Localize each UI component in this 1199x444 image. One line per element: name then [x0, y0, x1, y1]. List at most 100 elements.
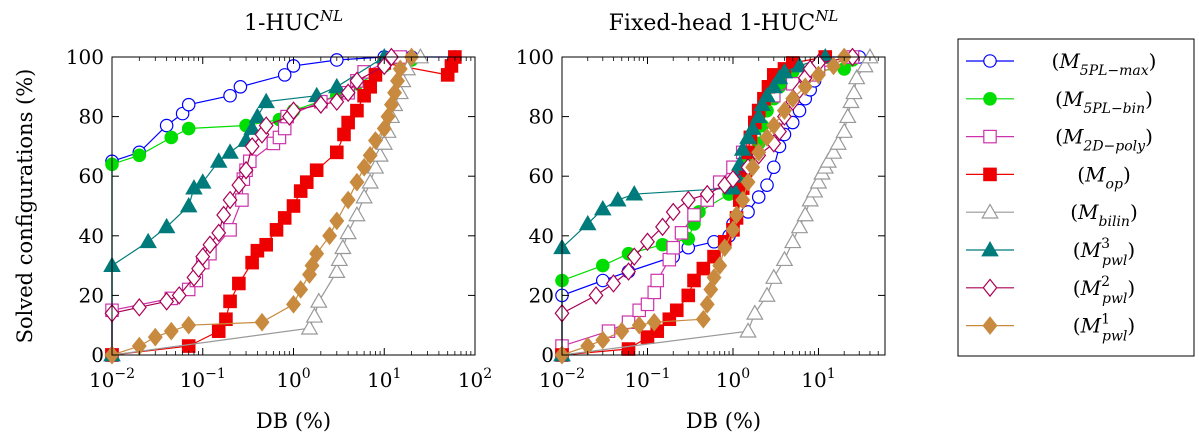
x-tick-label: 102 — [458, 366, 492, 392]
chart-fixed-head-1huc: Fixed-head 1-HUCNL 10−2 10−1 100 101 0 20 40 60 8… — [516, 7, 886, 433]
data-point-Mpwl1 — [811, 65, 826, 85]
series-Mpwl1 — [554, 47, 852, 365]
y-tick-label: 80 — [529, 105, 554, 129]
data-point-M2D_poly — [647, 285, 662, 300]
series-line-M2D_poly — [111, 56, 401, 355]
series-Mpwl2 — [104, 47, 399, 365]
data-point-Mpwl1 — [147, 327, 163, 347]
data-point-Mop — [687, 273, 701, 288]
data-point-Mpwl2 — [349, 71, 365, 91]
data-point-Mpwl1 — [340, 190, 356, 210]
series-Mbilin — [553, 48, 879, 362]
data-point-Mpwl2 — [216, 205, 232, 225]
data-point-M2D_poly — [640, 297, 655, 312]
data-point-M2D_poly — [674, 226, 689, 240]
data-point-Mpwl1 — [699, 295, 715, 314]
data-point-Mpwl1 — [614, 321, 630, 341]
data-point-Mpwl1 — [367, 131, 383, 150]
data-point-Mpwl2 — [340, 83, 356, 103]
data-point-M5PL_bin — [164, 130, 179, 145]
data-point-Mpwl2 — [699, 184, 715, 204]
data-point-Mpwl2 — [131, 297, 147, 317]
data-point-Mbilin — [796, 205, 815, 222]
y-tick-label: 80 — [79, 105, 104, 129]
data-point-Mpwl1 — [349, 172, 365, 192]
data-point-Mbilin — [809, 173, 828, 189]
data-point-Mop — [363, 79, 377, 94]
data-point-Mpwl3 — [775, 62, 794, 79]
data-point-Mpwl1 — [729, 205, 744, 225]
x-axis-label: DB (%) — [686, 409, 761, 433]
data-point-Mpwl2 — [588, 286, 604, 305]
data-point-M5PL_max — [159, 118, 174, 133]
x-tick-label: 101 — [801, 366, 835, 392]
legend-label: (Mop) — [1077, 162, 1131, 192]
data-point-M5PL_max — [751, 190, 766, 204]
data-point-Mop — [277, 211, 292, 225]
data-point-Mop — [259, 237, 273, 252]
data-point-Mpwl2 — [222, 190, 238, 210]
data-point-Mpwl2 — [626, 247, 642, 266]
y-tick-label: 60 — [529, 164, 554, 188]
legend-marker-M2D_poly — [983, 129, 997, 144]
data-point-Mpwl1 — [717, 238, 733, 258]
y-tick-label: 0 — [91, 343, 104, 367]
data-point-Mop — [223, 294, 237, 309]
data-point-Mpwl1 — [356, 157, 372, 177]
data-point-Mbilin — [845, 83, 863, 100]
data-point-Mop — [309, 163, 324, 178]
legend-entry-M5PL_bin: (M5PL−bin) — [966, 87, 1153, 117]
y-tick-label: 100 — [516, 45, 554, 69]
data-point-Mop — [337, 127, 351, 142]
data-point-M2D_poly — [687, 208, 701, 222]
data-point-Mbilin — [829, 134, 847, 150]
data-point-Mpwl1 — [759, 128, 775, 147]
data-point-Mop — [350, 103, 364, 118]
data-point-Mpwl1 — [740, 172, 756, 192]
data-point-M5PL_max — [766, 160, 781, 175]
data-point-Mbilin — [819, 152, 837, 168]
y-tick-label: 100 — [66, 45, 104, 69]
data-point-Mpwl2 — [640, 232, 655, 252]
data-point-Mpwl1 — [695, 309, 711, 329]
legend: (M5PL−max) (M5PL−bin) (M2D−poly) (Mop) (Mbil… — [957, 38, 1195, 357]
data-point-Mpwl2 — [244, 137, 260, 156]
data-point-Mpwl3 — [139, 232, 157, 249]
data-point-Mbilin — [790, 217, 809, 234]
legend-label: (Mbilin) — [1070, 200, 1138, 230]
data-point-Mop — [211, 324, 226, 338]
data-point-Mpwl3 — [609, 191, 627, 207]
x-tick-label: 10−1 — [624, 366, 670, 392]
data-point-M5PL_bin — [132, 148, 147, 163]
data-point-Mbilin — [758, 286, 776, 302]
data-point-M5PL_max — [792, 103, 807, 118]
data-point-Mpwl1 — [725, 220, 741, 240]
data-point-Mop — [286, 199, 301, 213]
legend-label: (M2D−poly) — [1055, 125, 1153, 155]
data-point-Mpwl3 — [209, 152, 228, 168]
data-point-Mpwl1 — [797, 77, 813, 97]
data-point-Mpwl1 — [383, 95, 399, 115]
data-point-Mbilin — [310, 292, 328, 308]
data-point-Mpwl1 — [286, 295, 301, 314]
data-point-Mpwl2 — [211, 223, 227, 243]
data-point-Mop — [269, 223, 284, 237]
data-point-Mbilin — [739, 322, 757, 338]
data-point-Mpwl2 — [231, 175, 247, 195]
x-tick-label: 100 — [276, 366, 310, 392]
data-point-Mpwl1 — [254, 312, 270, 332]
data-point-Mbilin — [835, 122, 853, 138]
data-point-Mop — [681, 288, 696, 303]
data-point-M2D_poly — [662, 252, 677, 267]
legend-entry-M2D_poly: (M2D−poly) — [966, 125, 1153, 155]
data-point-Mpwl3 — [157, 217, 176, 234]
x-tick-label: 10−2 — [539, 366, 585, 392]
legend-marker-Mpwl2 — [982, 278, 998, 298]
data-point-Mpwl2 — [313, 95, 329, 115]
legend-marker-M5PL_bin — [983, 92, 997, 106]
data-point-M5PL_max — [233, 80, 248, 94]
y-tick-label: 0 — [541, 343, 554, 367]
x-tick-label: 100 — [716, 366, 750, 392]
data-point-Mbilin — [842, 92, 860, 109]
data-point-Mpwl1 — [304, 256, 320, 275]
